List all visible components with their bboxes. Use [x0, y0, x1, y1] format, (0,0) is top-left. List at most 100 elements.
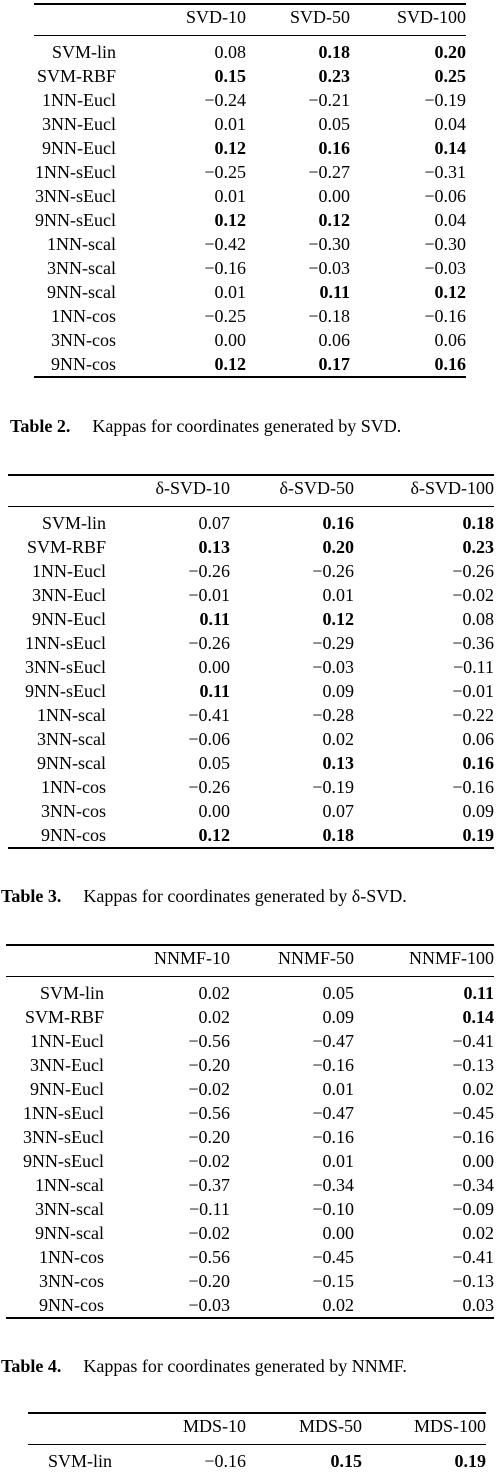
- value-cell: 0.08: [462, 609, 495, 629]
- value-cell: −0.16: [204, 1451, 246, 1471]
- value-cell: 0.09: [322, 681, 355, 701]
- row-label: SVM-lin: [47, 1451, 112, 1471]
- row-label: 9NN-scal: [47, 282, 116, 302]
- value-cell: −0.45: [452, 1103, 494, 1123]
- row-label: 1NN-scal: [37, 705, 106, 725]
- table-row: 9NN-Eucl 0.11 0.12 0.08: [8, 607, 494, 631]
- value-cell: 0.11: [463, 983, 494, 1003]
- row-label: 1NN-Eucl: [30, 1031, 104, 1051]
- row-label: 9NN-cos: [41, 825, 106, 845]
- value-cell: −0.26: [188, 777, 230, 797]
- value-cell: 0.01: [214, 114, 247, 134]
- col-header: MDS-50: [298, 1416, 362, 1436]
- value-cell: −0.09: [452, 1199, 494, 1219]
- value-cell: 0.02: [198, 983, 231, 1003]
- value-cell: 0.05: [198, 753, 231, 773]
- value-cell: −0.13: [452, 1055, 494, 1075]
- value-cell: −0.16: [204, 258, 246, 278]
- value-cell: 0.12: [318, 210, 351, 230]
- table-row: 3NN-scal −0.16 −0.03 −0.03: [34, 256, 466, 280]
- value-cell: −0.16: [312, 1127, 354, 1147]
- table-row: 3NN-Eucl −0.01 0.01 −0.02: [8, 583, 494, 607]
- value-cell: −0.26: [188, 633, 230, 653]
- table-4-grid: NNMF-10 NNMF-50 NNMF-100 SVM-lin 0.02 0.05…: [6, 944, 494, 1319]
- table-4: NNMF-10 NNMF-50 NNMF-100 SVM-lin 0.02 0.05…: [6, 944, 494, 1319]
- table-row: 1NN-cos −0.56 −0.45 −0.41: [6, 1245, 494, 1269]
- table-row: SVM-lin 0.07 0.16 0.18: [8, 511, 494, 535]
- value-cell: 0.11: [199, 609, 230, 629]
- value-cell: −0.03: [308, 258, 350, 278]
- value-cell: 0.25: [434, 66, 467, 86]
- value-cell: 0.15: [330, 1451, 363, 1471]
- table-row: SVM-lin −0.16 0.15 0.19: [28, 1449, 486, 1473]
- row-label: 3NN-cos: [51, 330, 116, 350]
- value-cell: 0.00: [462, 1151, 495, 1171]
- row-label: 3NN-sEucl: [23, 1127, 104, 1147]
- value-cell: 0.12: [198, 825, 231, 845]
- value-cell: 0.02: [462, 1079, 495, 1099]
- value-cell: 0.18: [318, 42, 351, 62]
- row-label: 9NN-Eucl: [30, 1079, 104, 1099]
- table-3-grid: δ-SVD-10 δ-SVD-50 δ-SVD-100 SVM-lin 0.07 0…: [8, 474, 494, 849]
- value-cell: −0.41: [188, 705, 230, 725]
- row-label: 9NN-sEucl: [35, 210, 116, 230]
- value-cell: −0.31: [424, 162, 466, 182]
- value-cell: 0.14: [462, 1007, 495, 1027]
- table-row: 9NN-sEucl 0.11 0.09 −0.01: [8, 679, 494, 703]
- value-cell: 0.04: [434, 114, 467, 134]
- value-cell: 0.06: [318, 330, 351, 350]
- value-cell: −0.18: [308, 306, 350, 326]
- col-header: δ-SVD-100: [410, 478, 494, 498]
- table-row: 9NN-sEucl 0.12 0.12 0.04: [34, 208, 466, 232]
- value-cell: −0.36: [452, 633, 494, 653]
- table-row: SVM-RBF 0.13 0.20 0.23: [8, 535, 494, 559]
- value-cell: −0.03: [424, 258, 466, 278]
- value-cell: 0.08: [214, 42, 247, 62]
- table-row: 1NN-Eucl −0.56 −0.47 −0.41: [6, 1029, 494, 1053]
- row-label: 1NN-sEucl: [23, 1103, 104, 1123]
- value-cell: −0.42: [204, 234, 246, 254]
- value-cell: 0.14: [434, 138, 467, 158]
- value-cell: 0.05: [322, 983, 355, 1003]
- value-cell: −0.30: [424, 234, 466, 254]
- value-cell: 0.18: [462, 513, 495, 533]
- table-row: 1NN-Eucl −0.24 −0.21 −0.19: [34, 88, 466, 112]
- value-cell: −0.30: [308, 234, 350, 254]
- value-cell: −0.06: [188, 729, 230, 749]
- value-cell: 0.00: [198, 657, 231, 677]
- caption-label: Table 3.: [1, 886, 62, 906]
- value-cell: 0.13: [322, 753, 355, 773]
- value-cell: −0.28: [312, 705, 354, 725]
- table-row: 1NN-scal −0.41 −0.28 −0.22: [8, 703, 494, 727]
- table-row: 1NN-sEucl −0.56 −0.47 −0.45: [6, 1101, 494, 1125]
- value-cell: −0.01: [188, 585, 230, 605]
- value-cell: 0.16: [322, 513, 355, 533]
- value-cell: 0.19: [454, 1451, 487, 1471]
- table-row: 9NN-scal −0.02 0.00 0.02: [6, 1221, 494, 1245]
- value-cell: 0.23: [318, 66, 351, 86]
- table-row: 3NN-cos 0.00 0.07 0.09: [8, 799, 494, 823]
- value-cell: −0.27: [308, 162, 350, 182]
- value-cell: −0.47: [312, 1031, 354, 1051]
- table-4-caption: Table 4. Kappas for coordinates generated…: [1, 1356, 407, 1377]
- row-label: 3NN-cos: [39, 1271, 104, 1291]
- table-row: 1NN-cos −0.25 −0.18 −0.16: [34, 304, 466, 328]
- row-label: 9NN-Eucl: [32, 609, 106, 629]
- table-row: 3NN-cos 0.00 0.06 0.06: [34, 328, 466, 352]
- row-label: 1NN-scal: [47, 234, 116, 254]
- value-cell: −0.03: [188, 1295, 230, 1315]
- col-header: δ-SVD-50: [279, 478, 354, 498]
- col-header: SVD-10: [185, 7, 246, 27]
- row-label: SVM-lin: [41, 513, 106, 533]
- table-row: 9NN-scal 0.01 0.11 0.12: [34, 280, 466, 304]
- table-row: SVM-RBF 0.15 0.23 0.25: [34, 64, 466, 88]
- table-row: 3NN-cos −0.20 −0.15 −0.13: [6, 1269, 494, 1293]
- value-cell: 0.06: [434, 330, 467, 350]
- value-cell: 0.20: [434, 42, 467, 62]
- table-row: 1NN-Eucl −0.26 −0.26 −0.26: [8, 559, 494, 583]
- value-cell: −0.34: [312, 1175, 354, 1195]
- table-row: 9NN-Eucl 0.12 0.16 0.14: [34, 136, 466, 160]
- value-cell: 0.06: [462, 729, 495, 749]
- value-cell: 0.15: [214, 66, 247, 86]
- value-cell: −0.02: [452, 585, 494, 605]
